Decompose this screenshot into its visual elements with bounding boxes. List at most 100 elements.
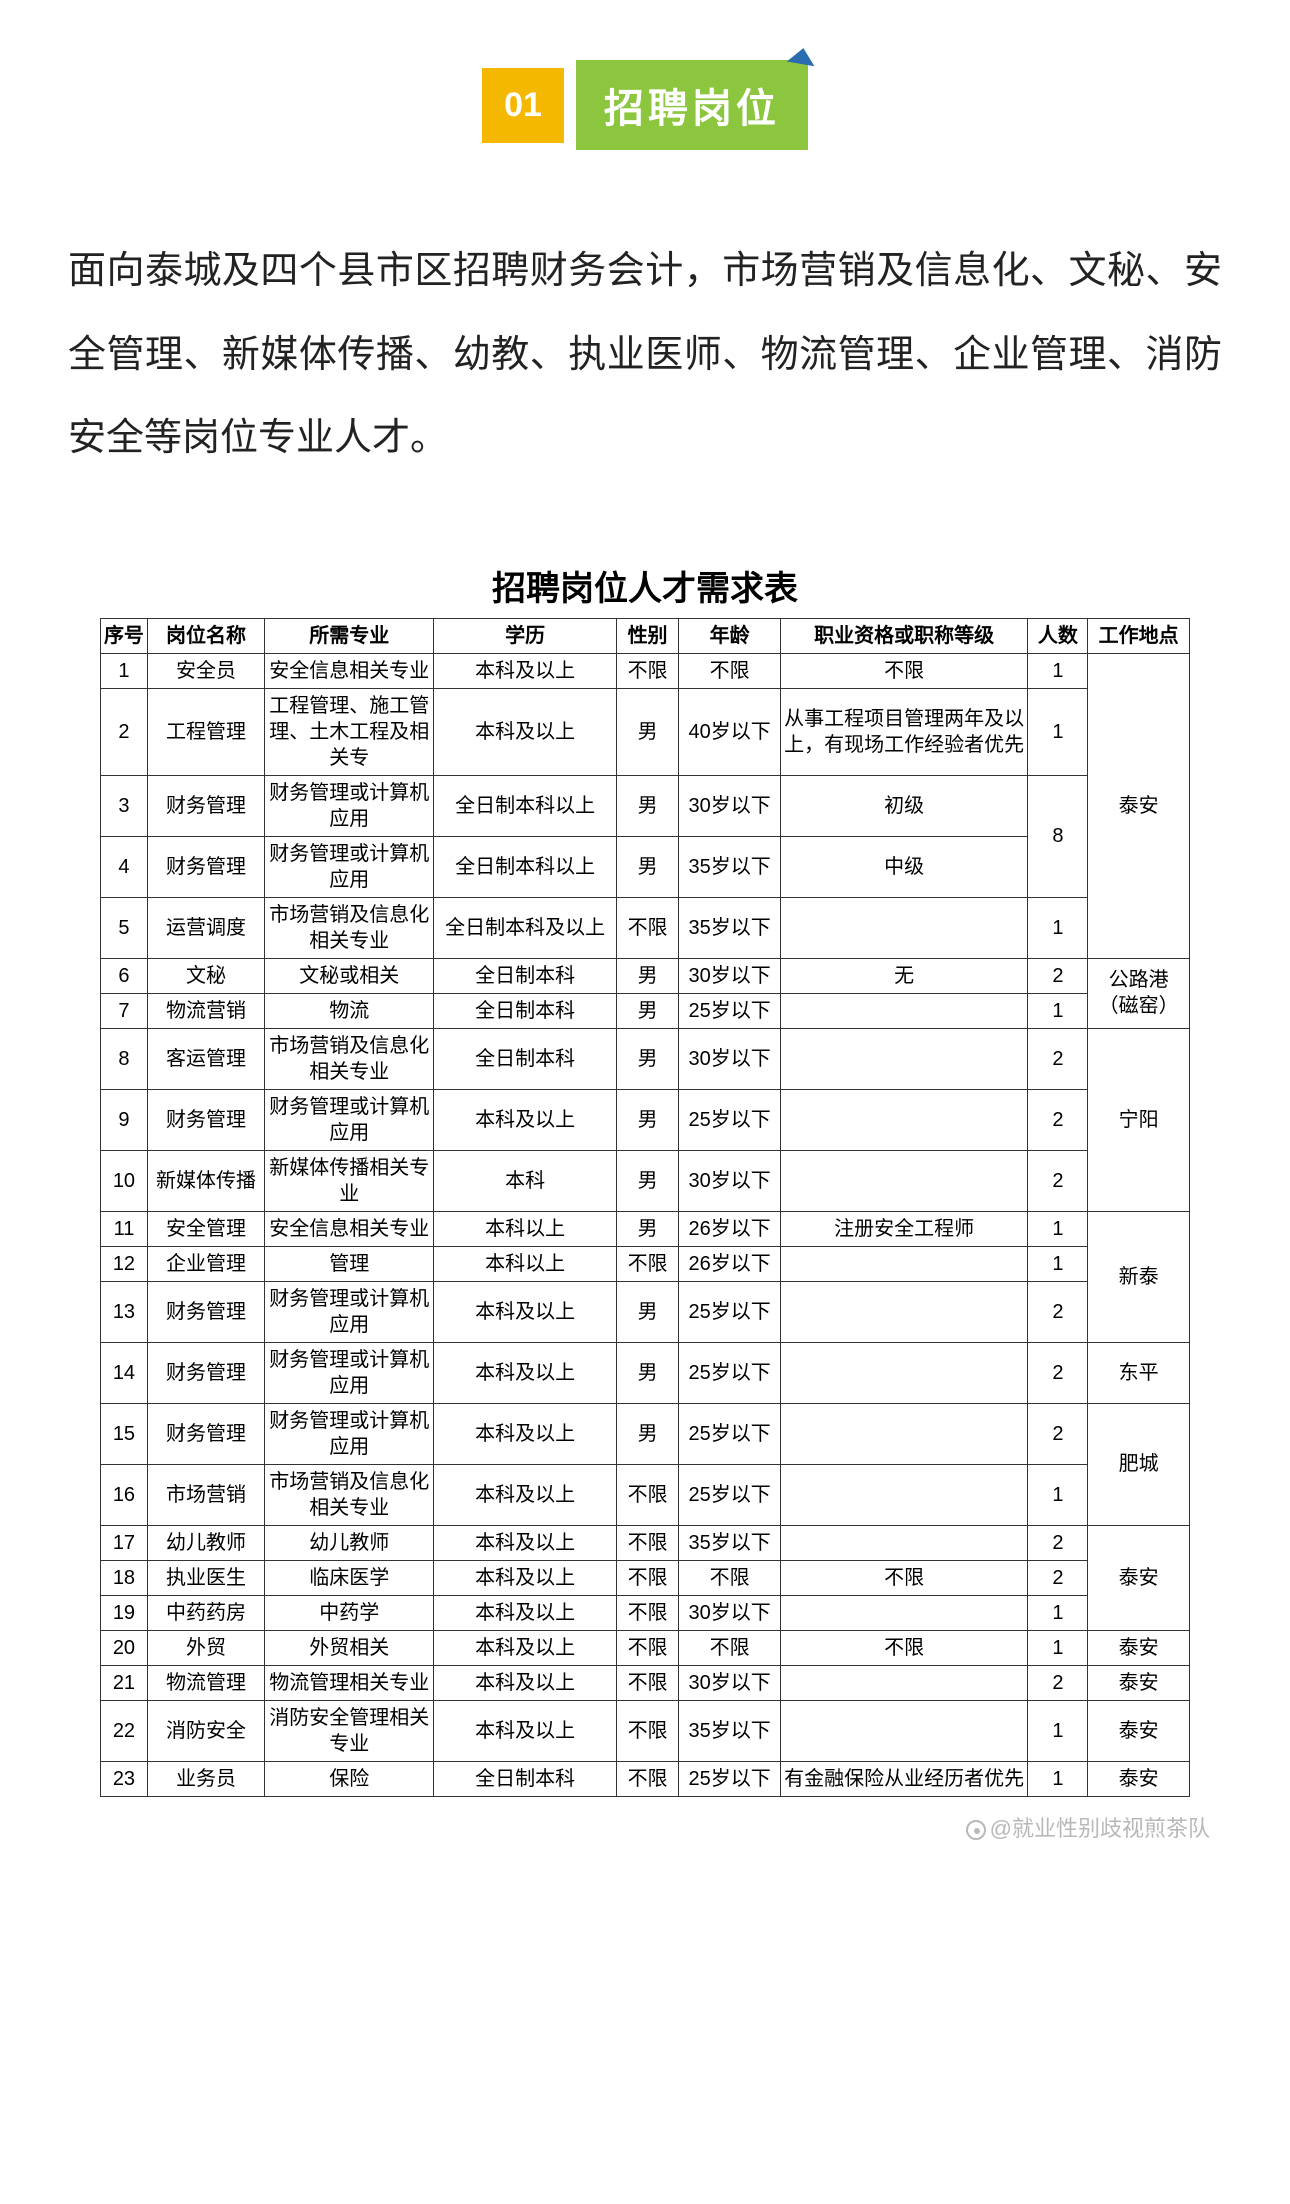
table-cell: 财务管理或计算机应用: [265, 1342, 434, 1403]
col-header: 人数: [1028, 618, 1088, 653]
table-cell: 20: [101, 1630, 148, 1665]
table-cell: 财务管理或计算机应用: [265, 1403, 434, 1464]
table-cell: 全日制本科及以上: [434, 897, 616, 958]
table-cell: 30岁以下: [679, 1150, 781, 1211]
table-cell: 男: [616, 1028, 679, 1089]
watermark-text: @就业性别歧视煎茶队: [990, 1816, 1210, 1841]
col-header: 职业资格或职称等级: [780, 618, 1028, 653]
table-cell: 4: [101, 836, 148, 897]
table-cell: 本科及以上: [434, 1403, 616, 1464]
table-row: 16市场营销市场营销及信息化相关专业本科及以上不限25岁以下1: [101, 1464, 1190, 1525]
table-row: 7物流营销物流全日制本科男25岁以下1: [101, 993, 1190, 1028]
table-row: 12企业管理管理本科以上不限26岁以下1: [101, 1246, 1190, 1281]
section-number: 01: [482, 68, 564, 143]
table-cell: 物流管理: [147, 1665, 264, 1700]
table-title: 招聘岗位人才需求表: [100, 561, 1190, 610]
col-header: 学历: [434, 618, 616, 653]
table-cell: [780, 1525, 1028, 1560]
table-cell: 男: [616, 688, 679, 775]
table-row: 21物流管理物流管理相关专业本科及以上不限30岁以下2泰安: [101, 1665, 1190, 1700]
table-cell: 17: [101, 1525, 148, 1560]
table-cell: 1: [1028, 1246, 1088, 1281]
table-cell: 物流: [265, 993, 434, 1028]
table-cell: 外贸: [147, 1630, 264, 1665]
table-cell: 本科及以上: [434, 1525, 616, 1560]
table-cell: 财务管理: [147, 775, 264, 836]
table-cell: 2: [1028, 1525, 1088, 1560]
table-cell: 2: [1028, 1665, 1088, 1700]
table-cell: 东平: [1088, 1342, 1190, 1403]
table-cell: [780, 1089, 1028, 1150]
table-cell: 30岁以下: [679, 1665, 781, 1700]
table-cell: 财务管理或计算机应用: [265, 775, 434, 836]
col-header: 岗位名称: [147, 618, 264, 653]
table-cell: 1: [1028, 1700, 1088, 1761]
table-cell: 安全信息相关专业: [265, 653, 434, 688]
table-cell: 公路港（磁窑）: [1088, 958, 1190, 1028]
table-cell: 男: [616, 1150, 679, 1211]
table-cell: 1: [101, 653, 148, 688]
table-row: 1安全员安全信息相关专业本科及以上不限不限不限1泰安: [101, 653, 1190, 688]
table-cell: 物流管理相关专业: [265, 1665, 434, 1700]
table-cell: 本科: [434, 1150, 616, 1211]
table-cell: 1: [1028, 1464, 1088, 1525]
table-cell: 不限: [616, 1560, 679, 1595]
table-cell: 新媒体传播相关专业: [265, 1150, 434, 1211]
table-cell: [780, 1342, 1028, 1403]
table-cell: 市场营销及信息化相关专业: [265, 1464, 434, 1525]
table-cell: 财务管理或计算机应用: [265, 1089, 434, 1150]
table-cell: 本科以上: [434, 1211, 616, 1246]
table-row: 15财务管理财务管理或计算机应用本科及以上男25岁以下2肥城: [101, 1403, 1190, 1464]
table-cell: 工程管理: [147, 688, 264, 775]
table-cell: 13: [101, 1281, 148, 1342]
table-cell: 男: [616, 1281, 679, 1342]
table-cell: 3: [101, 775, 148, 836]
table-cell: 10: [101, 1150, 148, 1211]
intro-paragraph: 面向泰城及四个县市区招聘财务会计，市场营销及信息化、文秘、安全管理、新媒体传播、…: [68, 230, 1222, 481]
table-cell: 5: [101, 897, 148, 958]
recruitment-table: 序号 岗位名称 所需专业 学历 性别 年龄 职业资格或职称等级 人数 工作地点 …: [100, 618, 1190, 1797]
table-cell: 30岁以下: [679, 775, 781, 836]
table-cell: [780, 1246, 1028, 1281]
table-cell: 全日制本科: [434, 993, 616, 1028]
table-cell: 不限: [679, 653, 781, 688]
table-cell: 25岁以下: [679, 993, 781, 1028]
table-cell: 无: [780, 958, 1028, 993]
table-cell: [780, 993, 1028, 1028]
table-cell: 泰安: [1088, 1700, 1190, 1761]
table-cell: 不限: [780, 1560, 1028, 1595]
table-cell: 新媒体传播: [147, 1150, 264, 1211]
table-cell: 财务管理或计算机应用: [265, 836, 434, 897]
table-cell: 6: [101, 958, 148, 993]
table-row: 2工程管理工程管理、施工管理、土木工程及相关专本科及以上男40岁以下从事工程项目…: [101, 688, 1190, 775]
table-cell: 财务管理: [147, 1342, 264, 1403]
table-cell: 外贸相关: [265, 1630, 434, 1665]
table-cell: 男: [616, 775, 679, 836]
table-cell: 9: [101, 1089, 148, 1150]
table-cell: 全日制本科以上: [434, 836, 616, 897]
table-cell: [780, 1595, 1028, 1630]
table-cell: 1: [1028, 1630, 1088, 1665]
table-cell: 幼儿教师: [147, 1525, 264, 1560]
table-cell: 财务管理或计算机应用: [265, 1281, 434, 1342]
table-cell: 本科及以上: [434, 1464, 616, 1525]
table-cell: 男: [616, 1342, 679, 1403]
table-cell: 2: [1028, 1150, 1088, 1211]
table-cell: 2: [1028, 958, 1088, 993]
col-header: 工作地点: [1088, 618, 1190, 653]
table-cell: 中级: [780, 836, 1028, 897]
table-cell: 30岁以下: [679, 1028, 781, 1089]
table-cell: 15: [101, 1403, 148, 1464]
table-cell: 2: [1028, 1342, 1088, 1403]
table-cell: 本科及以上: [434, 1089, 616, 1150]
table-cell: 财务管理: [147, 1403, 264, 1464]
table-cell: 市场营销及信息化相关专业: [265, 1028, 434, 1089]
table-cell: 安全员: [147, 653, 264, 688]
table-cell: [780, 1403, 1028, 1464]
table-cell: 不限: [780, 1630, 1028, 1665]
table-cell: 不限: [616, 1665, 679, 1700]
table-cell: 18: [101, 1560, 148, 1595]
table-cell: 25岁以下: [679, 1464, 781, 1525]
table-row: 19中药药房中药学本科及以上不限30岁以下1: [101, 1595, 1190, 1630]
table-cell: 本科及以上: [434, 1281, 616, 1342]
